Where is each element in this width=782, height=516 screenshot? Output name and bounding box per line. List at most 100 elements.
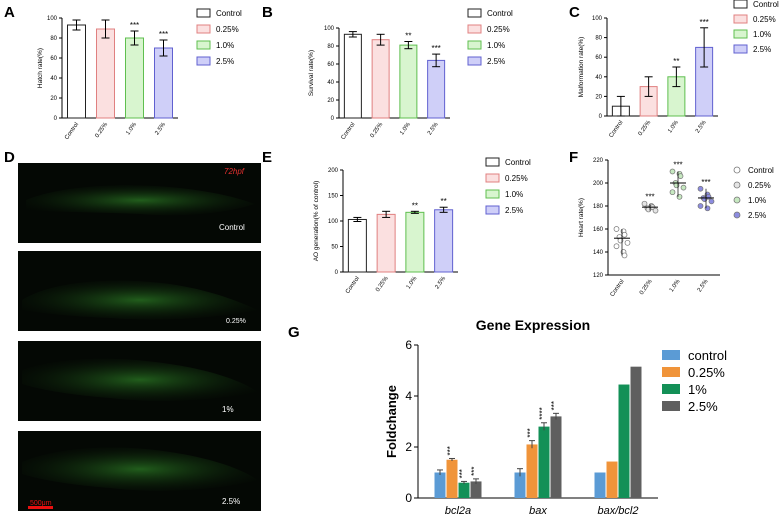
data-point (613, 226, 620, 232)
legend-swatch (467, 56, 482, 66)
data-point (624, 239, 631, 246)
scale-bar-label: 500μm (30, 500, 52, 507)
legend-swatch (662, 384, 680, 394)
y-tick-label: 20 (595, 94, 602, 100)
y-axis-label: AO generation(% of control) (313, 181, 320, 262)
legend-label: 1.0% (753, 30, 771, 39)
micrograph-panel: 72hpf Control 0.25% 1% 2.5% 500μm (18, 163, 261, 511)
legend-swatch (662, 367, 680, 377)
bar (434, 472, 446, 498)
legend-swatch (467, 24, 482, 34)
data-point (621, 252, 628, 259)
bar (371, 39, 390, 119)
x-tick-label: Control (64, 122, 80, 141)
legend-marker (733, 166, 741, 174)
y-tick-label: 160 (593, 227, 604, 233)
survival-rate-chart: 0 20 40 60 80 100 Survival rate(%) Control 0.25%… (308, 8, 513, 141)
micrograph-control: 72hpf Control (18, 163, 261, 243)
significance-marker: *** (673, 161, 682, 170)
legend-swatch (196, 40, 211, 50)
y-tick-label: 0 (599, 114, 603, 120)
bar (630, 366, 642, 498)
significance-marker: *** (470, 467, 479, 476)
data-point (652, 207, 659, 214)
x-tick-label: 2.5% (427, 121, 440, 136)
y-tick-label: 50 (331, 245, 338, 251)
legend-swatch (733, 44, 748, 54)
legend-label: 2.5% (216, 57, 234, 66)
micrograph-label-control: Control (219, 223, 245, 232)
legend-swatch (733, 0, 748, 9)
y-tick-label: 40 (50, 76, 57, 82)
y-tick-label: 140 (593, 250, 604, 256)
y-axis-label: Hatch rate(%) (37, 48, 44, 88)
panel-label-c: C (569, 4, 580, 21)
significance-marker: ** (405, 32, 411, 41)
micrograph-0-25: 0.25% (18, 251, 261, 331)
x-tick-label: 2.5% (434, 275, 447, 290)
y-tick-label: 20 (50, 96, 57, 102)
significance-marker: ** (441, 197, 447, 206)
y-tick-label: 120 (593, 273, 604, 279)
legend-label: 0.25% (216, 25, 239, 34)
legend-label: 2.5% (505, 206, 523, 215)
x-tick-label: 2.5% (697, 278, 710, 293)
x-tick-label: 0.25% (639, 278, 654, 296)
legend-swatch (733, 29, 748, 39)
y-tick-label: 220 (593, 158, 604, 164)
y-tick-label: 60 (595, 55, 602, 61)
legend-label: Control (505, 158, 531, 167)
x-tick-label: 0.25% (94, 121, 109, 139)
x-tick-label: 0.25% (370, 121, 385, 139)
bar (526, 444, 538, 498)
data-point (621, 231, 628, 238)
micrograph-label-1: 1% (222, 405, 234, 414)
micrograph-label-0-25: 0.25% (226, 318, 246, 325)
bar (343, 33, 362, 119)
x-tick-label: Control (609, 120, 625, 139)
y-tick-label: 180 (593, 204, 604, 210)
significance-marker: *** (550, 401, 559, 410)
x-tick-label: bax (529, 505, 547, 516)
bar (458, 482, 470, 498)
y-axis-label: Heart rate(%) (578, 198, 585, 237)
y-tick-label: 0 (331, 116, 335, 122)
significance-marker: *** (699, 18, 708, 27)
legend-swatch (485, 173, 500, 183)
panel-label-a: A (4, 4, 15, 21)
significance-marker: ** (673, 57, 679, 66)
timepoint-label: 72hpf (224, 167, 245, 176)
y-axis-label: Foldchange (384, 385, 399, 458)
data-point (697, 185, 704, 192)
y-tick-label: 200 (593, 181, 604, 187)
legend-swatch (485, 157, 500, 167)
legend-label: 0.25% (748, 181, 771, 190)
data-point (641, 200, 648, 207)
legend-swatch (196, 24, 211, 34)
bar (427, 59, 446, 119)
y-tick-label: 100 (328, 219, 339, 225)
y-tick-label: 0 (405, 491, 412, 505)
legend-label: 0.25% (688, 365, 725, 380)
data-point (697, 203, 704, 209)
x-tick-label: Control (345, 276, 361, 295)
y-tick-label: 60 (327, 62, 334, 68)
x-tick-label: Control (341, 122, 357, 141)
y-tick-label: 6 (405, 338, 412, 352)
legend-swatch (662, 350, 680, 360)
y-tick-label: 80 (595, 36, 602, 42)
y-tick-label: 40 (327, 80, 334, 86)
y-tick-label: 0 (335, 270, 339, 276)
significance-marker: *** (431, 44, 440, 53)
legend-swatch (485, 189, 500, 199)
bar (399, 44, 418, 119)
legend-swatch (467, 8, 482, 18)
bar (594, 472, 606, 498)
x-tick-label: bcl2a (445, 505, 471, 516)
bar (434, 209, 454, 273)
y-axis-label: Survival rate(%) (308, 50, 315, 96)
data-point (669, 168, 676, 175)
y-tick-label: 100 (324, 26, 335, 32)
panel-label-b: B (262, 4, 273, 21)
